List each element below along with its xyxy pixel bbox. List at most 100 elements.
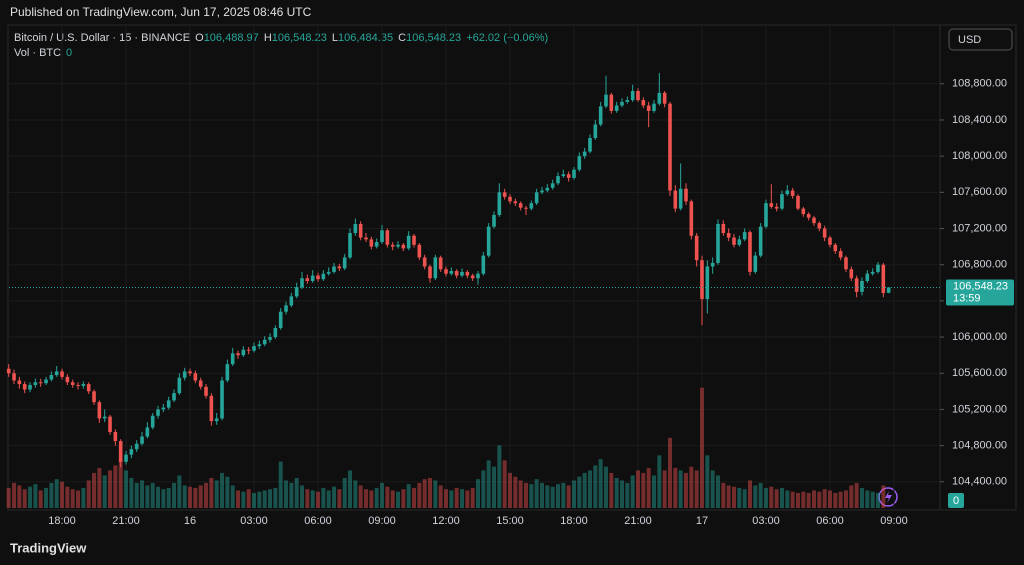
volume-bar <box>76 490 81 508</box>
volume-bar <box>374 487 379 508</box>
volume-bar <box>524 482 529 508</box>
legend-change: +62.02 (+0.06%) <box>466 32 548 44</box>
lightning-glyph <box>885 491 892 503</box>
x-tick-label: 18:00 <box>560 515 588 527</box>
volume-bar <box>801 491 806 508</box>
volume-bar <box>540 482 544 508</box>
volume-bar <box>694 470 699 508</box>
candle-body <box>70 382 75 385</box>
volume-bar <box>12 482 17 508</box>
candle-body <box>230 353 235 365</box>
candle-body <box>278 311 283 329</box>
volume-bar <box>582 472 587 508</box>
candle-body <box>566 174 571 178</box>
candle-body <box>796 195 800 209</box>
candle-body <box>636 91 640 101</box>
candle-body <box>33 382 38 385</box>
volume-bar <box>284 480 289 508</box>
candle-body <box>438 257 443 270</box>
candle-body <box>828 237 832 245</box>
candle-body <box>65 376 70 383</box>
candle-body <box>204 386 208 396</box>
candle-body <box>833 244 838 252</box>
volume-bar <box>849 485 854 508</box>
legend-symbol: Bitcoin / U.S. Dollar · 15 · BINANCE <box>14 32 190 44</box>
candle-body <box>673 190 678 209</box>
candle-body <box>630 91 635 101</box>
candle-body <box>310 275 315 281</box>
volume-bar <box>518 480 523 508</box>
volume-bar <box>396 491 401 508</box>
volume-bar <box>774 489 779 508</box>
candle-body <box>97 402 102 419</box>
candle-body <box>129 449 134 455</box>
candle-body <box>454 271 459 276</box>
candle-body <box>284 305 288 312</box>
volume-bar <box>257 491 262 508</box>
candle-body <box>401 244 406 249</box>
candle-body <box>81 384 86 386</box>
candle-body <box>561 174 566 177</box>
volume-bar <box>678 470 683 508</box>
candle-body <box>582 151 587 157</box>
volume-bar <box>635 470 640 508</box>
volume-bar <box>662 470 667 508</box>
candle-body <box>785 190 790 195</box>
volume-bar <box>513 476 518 508</box>
candle-body <box>758 226 763 256</box>
lightning-icon[interactable] <box>878 487 898 507</box>
candle-body <box>86 384 91 392</box>
volume-bar <box>70 489 75 508</box>
candle-body <box>668 103 672 191</box>
currency-button[interactable] <box>948 28 1013 51</box>
volume-bar <box>342 477 347 508</box>
candle-body <box>764 203 768 227</box>
published-note: Published on TradingView.com, Jun 17, 20… <box>10 5 312 19</box>
candle-body <box>604 94 608 107</box>
volume-bar <box>508 472 513 508</box>
candle-body <box>886 287 891 293</box>
candle-body <box>609 94 614 111</box>
candle-body <box>465 271 470 276</box>
x-tick-label: 21:00 <box>112 515 140 527</box>
candle-body <box>508 196 512 202</box>
volume-bar <box>438 485 443 508</box>
volume-bar <box>444 489 449 508</box>
volume-bar <box>753 485 758 508</box>
y-tick-label: 105,600.00 <box>952 367 1007 379</box>
currency-button-label[interactable]: USD <box>958 34 981 46</box>
candle-body <box>193 373 198 381</box>
volume-bar <box>705 455 710 508</box>
volume-bar <box>145 485 150 508</box>
candle-body <box>108 416 112 433</box>
candle-body <box>124 454 128 462</box>
y-tick-label: 107,200.00 <box>952 222 1007 234</box>
volume-bar <box>721 482 726 508</box>
candle-body <box>870 271 875 274</box>
volume-bar <box>422 479 427 508</box>
volume-bar <box>300 485 305 508</box>
candle-body <box>801 208 806 215</box>
candle-body <box>460 271 464 276</box>
volume-bar <box>182 485 187 508</box>
x-tick-label: 21:00 <box>624 515 652 527</box>
volume-bar <box>364 489 369 508</box>
brand: TradingView <box>10 540 87 555</box>
volume-bar <box>561 482 566 508</box>
candle-body <box>257 344 262 347</box>
candle-body <box>113 432 118 442</box>
y-tick-label: 106,800.00 <box>952 259 1007 271</box>
candle-body <box>140 436 144 444</box>
volume-bar <box>353 480 358 508</box>
candle-body <box>577 156 582 170</box>
volume-bar <box>502 460 507 508</box>
volume-bar <box>22 489 27 508</box>
candle-body <box>556 176 560 184</box>
candle-body <box>497 192 502 215</box>
candle-body <box>486 226 491 256</box>
candle-body <box>742 232 747 240</box>
candle-body <box>166 400 171 408</box>
volume-bar <box>49 482 54 508</box>
volume-bar <box>236 490 241 508</box>
candle-body <box>881 264 886 294</box>
